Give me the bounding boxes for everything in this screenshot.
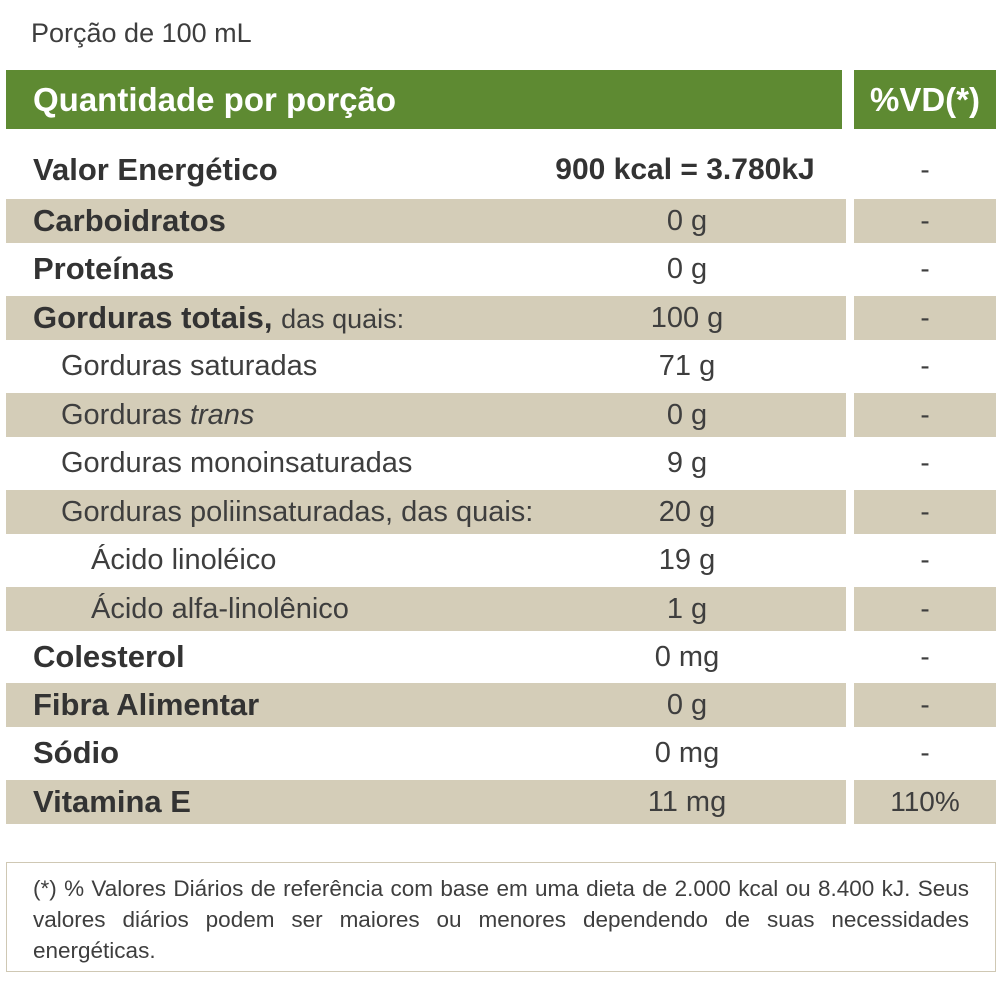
row-dv: -	[920, 302, 930, 333]
row-amount: 0 g	[666, 399, 708, 431]
table-row-monounsaturated-fat: Gorduras monoinsaturadas 9 g -	[0, 441, 1000, 485]
row-label: Gorduras totais, das quais:	[33, 296, 404, 340]
table-row-trans-fat: Gorduras trans 0 g -	[0, 393, 1000, 437]
row-dv: -	[920, 205, 930, 236]
row-label: Ácido linoléico	[91, 544, 277, 576]
row-amount: 0 g	[666, 689, 708, 721]
table-row-carbs: Carboidratos 0 g -	[0, 199, 1000, 243]
footnote: (*) % Valores Diários de referência com …	[6, 862, 996, 972]
table-row-sodium: Sódio 0 mg -	[0, 731, 1000, 775]
table-row-vitamin-e: Vitamina E 11 mg 110%	[0, 780, 1000, 824]
row-amount: 0 g	[666, 205, 708, 237]
row-dv: -	[920, 496, 930, 527]
row-amount: 100 g	[650, 302, 724, 334]
row-label-suffix: das quais:	[281, 304, 405, 334]
row-label: Gorduras monoinsaturadas	[61, 447, 413, 479]
row-amount: 11 mg	[647, 786, 727, 818]
row-label: Gorduras poliinsaturadas, das quais:	[61, 496, 534, 528]
row-label: Carboidratos	[33, 203, 226, 238]
row-dv: -	[920, 399, 930, 430]
table-row-cholesterol: Colesterol 0 mg -	[0, 635, 1000, 679]
row-dv: -	[920, 447, 930, 478]
row-amount: 0 g	[666, 253, 708, 285]
row-dv: -	[920, 544, 930, 575]
row-amount: 19 g	[658, 544, 716, 576]
row-amount: 0 mg	[654, 641, 720, 673]
row-amount: 71 g	[658, 350, 716, 382]
row-dv: -	[920, 350, 930, 381]
row-label: Valor Energético	[33, 152, 278, 187]
row-label: Ácido alfa-linolênico	[91, 593, 349, 625]
portion-size: Porção de 100 mL	[31, 18, 252, 48]
row-label: Sódio	[33, 735, 120, 770]
row-amount: 900 kcal = 3.780kJ	[555, 153, 815, 186]
header-quantity: Quantidade por porção	[6, 70, 842, 129]
row-label-main: Gorduras totais,	[33, 300, 273, 335]
row-amount: 0 mg	[654, 737, 720, 769]
header-dv: %VD(*)	[854, 70, 996, 129]
table-row-saturated-fat: Gorduras saturadas 71 g -	[0, 344, 1000, 388]
table-row-total-fat: Gorduras totais, das quais: 100 g -	[0, 296, 1000, 340]
table-row-protein: Proteínas 0 g -	[0, 247, 1000, 291]
row-label: Gorduras trans	[61, 393, 254, 437]
table-row-dietary-fiber: Fibra Alimentar 0 g -	[0, 683, 1000, 727]
row-label: Vitamina E	[33, 784, 191, 819]
row-dv: -	[920, 689, 930, 720]
row-dv: -	[920, 641, 930, 672]
row-dv: -	[920, 253, 930, 284]
row-amount: 1 g	[666, 593, 708, 625]
row-label-italic: trans	[189, 399, 255, 431]
row-amount: 20 g	[658, 496, 716, 528]
row-label: Fibra Alimentar	[33, 687, 260, 722]
row-label: Colesterol	[33, 639, 185, 674]
row-dv: -	[920, 737, 930, 768]
row-dv: -	[920, 593, 930, 624]
row-label-main: Gorduras	[61, 399, 182, 431]
table-row-polyunsaturated-fat: Gorduras poliinsaturadas, das quais: 20 …	[0, 490, 1000, 534]
table-row-linoleic-acid: Ácido linoléico 19 g -	[0, 538, 1000, 582]
row-label: Gorduras saturadas	[61, 350, 318, 382]
row-amount: 9 g	[666, 447, 708, 479]
row-dv: 110%	[890, 786, 960, 817]
row-dv: -	[920, 154, 930, 185]
row-label: Proteínas	[33, 251, 175, 286]
table-row-alpha-linolenic-acid: Ácido alfa-linolênico 1 g -	[0, 587, 1000, 631]
table-row-energy: Valor Energético 900 kcal = 3.780kJ -	[0, 148, 1000, 192]
